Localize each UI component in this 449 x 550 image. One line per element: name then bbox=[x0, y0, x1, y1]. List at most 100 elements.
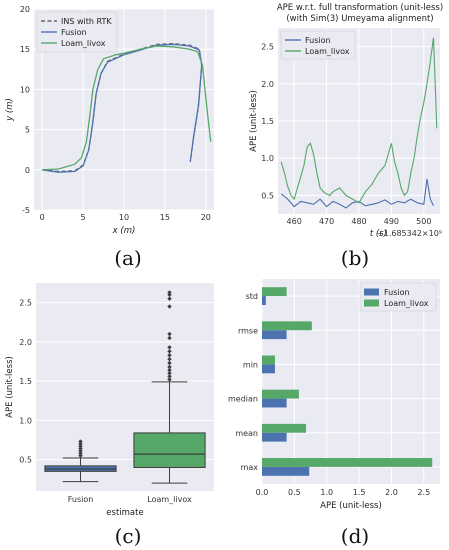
y-tick-label-a: 5 bbox=[25, 126, 30, 135]
series-line-a-loam-livox bbox=[42, 45, 212, 171]
y-tick-label-c: 2.0 bbox=[19, 338, 32, 347]
x-tick-label-a: 10 bbox=[119, 213, 129, 222]
panel-label-b: (b) bbox=[341, 246, 369, 270]
y-tick-label-c: 2.5 bbox=[19, 299, 32, 308]
bar-loam-livox-mean bbox=[262, 423, 307, 433]
x-tick-label-d: 0.0 bbox=[256, 488, 269, 497]
y-axis-label-c: APE (unit-less) bbox=[5, 356, 15, 418]
bar-fusion-min bbox=[262, 364, 275, 374]
x-axis-label-c: estimate bbox=[106, 508, 143, 518]
x-tick-label-d: 0.5 bbox=[288, 488, 301, 497]
box-outlier bbox=[78, 446, 83, 451]
bar-loam-livox-std bbox=[262, 287, 287, 297]
panel-label-a: (a) bbox=[114, 246, 142, 270]
x-tick-label-c: Fusion bbox=[68, 495, 94, 504]
box-outlier bbox=[78, 441, 83, 447]
y-tick-label-a: 10 bbox=[20, 85, 30, 94]
bar-loam-livox-max bbox=[262, 458, 433, 467]
y-tick-label-b: 1.0 bbox=[261, 154, 274, 163]
bar-loam-livox-min bbox=[262, 355, 275, 365]
y-tick-label-c: 1.5 bbox=[19, 377, 32, 386]
box-outlier bbox=[78, 451, 83, 456]
plot-area-d bbox=[262, 279, 440, 484]
y-tick-label-a: -5 bbox=[22, 206, 30, 215]
x-tick-label-b: 460 bbox=[287, 217, 302, 226]
legend-a bbox=[36, 11, 118, 53]
box-outlier bbox=[167, 367, 172, 373]
box-outlier bbox=[167, 356, 172, 362]
box-outlier bbox=[167, 331, 172, 337]
bar-fusion-std bbox=[262, 296, 266, 305]
box-outlier bbox=[78, 448, 83, 454]
chart-c: 0.5 1.0 1.5 2.0 2.5 Fusion Loam_livox estimate A… bbox=[5, 283, 214, 518]
y-tick-label-d: min bbox=[243, 360, 258, 369]
y-tick-label-a: 20 bbox=[20, 5, 30, 14]
panel-label-d: (d) bbox=[341, 524, 369, 548]
box-outlier bbox=[167, 360, 172, 366]
box-outlier bbox=[167, 345, 172, 350]
y-axis-label-a: y (m) bbox=[5, 98, 15, 122]
box-outlier bbox=[167, 353, 172, 358]
series-line-b-fusion bbox=[280, 178, 434, 209]
box-outlier bbox=[167, 371, 172, 376]
legend-label-d: Fusion bbox=[384, 288, 410, 297]
chart-subtitle-b: (with Sim(3) Umeyama alignment) bbox=[286, 14, 433, 24]
box-outlier bbox=[167, 364, 172, 370]
y-tick-label-a: 0 bbox=[25, 166, 30, 175]
legend-label-b: Fusion bbox=[305, 36, 331, 45]
y-tick-label-c: 0.5 bbox=[19, 456, 32, 465]
bar-fusion-rmse bbox=[262, 330, 287, 340]
box-outlier bbox=[167, 349, 172, 354]
x-axis-label-b: t (s) bbox=[370, 229, 387, 239]
y-tick-label-d: median bbox=[228, 395, 258, 404]
y-tick-label-b: 0.5 bbox=[261, 191, 274, 200]
y-tick-label-b: 2.0 bbox=[261, 80, 274, 89]
x-tick-label-a: 20 bbox=[201, 213, 211, 222]
bar-loam-livox-median bbox=[262, 389, 299, 399]
x-axis-label-d: APE (unit-less) bbox=[320, 501, 382, 511]
y-tick-label-d: max bbox=[241, 463, 259, 472]
box-outlier bbox=[167, 374, 172, 379]
x-tick-label-d: 1.5 bbox=[353, 488, 366, 497]
series-line-b-loam-livox bbox=[280, 37, 438, 204]
box-outlier bbox=[167, 335, 172, 341]
y-axis-label-b: APE (unit-less) bbox=[249, 90, 259, 152]
bar-fusion-mean bbox=[262, 432, 287, 442]
x-tick-label-a: 0 bbox=[40, 213, 45, 222]
legend-label-a: Loam_livox bbox=[61, 39, 106, 48]
x-tick-label-a: 15 bbox=[160, 213, 170, 222]
y-tick-label-b: 1.5 bbox=[261, 117, 274, 126]
legend-swatch-d bbox=[364, 299, 379, 307]
box-outlier bbox=[167, 377, 172, 382]
y-tick-label-d: std bbox=[246, 292, 258, 301]
y-tick-label-a: 15 bbox=[20, 45, 30, 54]
chart-d: 0.0 0.5 1.0 1.5 2.0 2.5 std rmse min median mean ma… bbox=[228, 279, 440, 511]
x-tick-label-b: 480 bbox=[351, 217, 366, 226]
x-tick-label-b: 500 bbox=[416, 217, 431, 226]
x-tick-label-b: 470 bbox=[319, 217, 334, 226]
chart-title-b: APE w.r.t. full transformation (unit-les… bbox=[277, 3, 443, 13]
y-tick-label-c: 1.0 bbox=[19, 416, 32, 425]
series-line-a-fusion bbox=[42, 43, 203, 173]
x-tick-label-c: Loam_livox bbox=[147, 495, 192, 504]
y-tick-label-d: mean bbox=[235, 429, 258, 438]
box-outlier bbox=[78, 453, 83, 458]
y-tick-label-b: 2.5 bbox=[261, 43, 274, 52]
box-outlier bbox=[167, 304, 172, 309]
chart-b: 460 470 480 490 500 0.5 1.0 1.5 2.0 2.5 Fusion Loam… bbox=[249, 3, 443, 239]
panel-label-c: (c) bbox=[115, 524, 142, 548]
bar-fusion-max bbox=[262, 466, 310, 476]
y-tick-label-d: rmse bbox=[238, 326, 258, 335]
box-outlier bbox=[167, 296, 172, 301]
legend-swatch-d bbox=[364, 288, 379, 296]
box-outlier bbox=[78, 439, 83, 444]
x-axis-label-a: x (m) bbox=[112, 226, 136, 236]
bar-loam-livox-rmse bbox=[262, 321, 312, 331]
legend-label-b: Loam_livox bbox=[305, 47, 350, 56]
bar-fusion-median bbox=[262, 398, 287, 408]
x-tick-label-b: 490 bbox=[384, 217, 399, 226]
box-outlier bbox=[78, 444, 83, 449]
x-offset-label-b: +1.685342×10⁹ bbox=[377, 229, 442, 238]
box-outlier bbox=[167, 290, 172, 295]
x-tick-label-d: 1.0 bbox=[320, 488, 333, 497]
